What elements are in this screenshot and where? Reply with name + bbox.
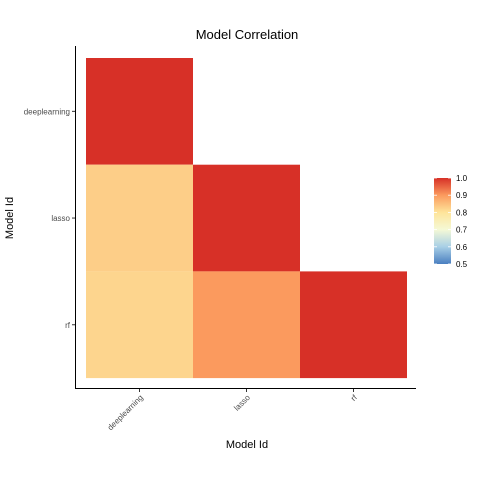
legend-tick-label: 0.6 bbox=[456, 243, 468, 252]
x-tick-label: rf bbox=[349, 393, 359, 403]
legend-tick-label: 0.8 bbox=[456, 208, 468, 217]
y-axis-ticks: deeplearning lasso rf bbox=[24, 107, 75, 330]
heatmap-cell-lasso-rf bbox=[193, 271, 300, 379]
x-axis-title: Model Id bbox=[226, 439, 268, 451]
x-tick-label: deeplearning bbox=[106, 393, 145, 432]
heatmap-cell-rf-rf bbox=[300, 271, 407, 379]
y-tick-label: lasso bbox=[51, 214, 70, 223]
legend-ticks: 0.5 0.6 0.7 0.8 0.9 1.0 bbox=[434, 174, 468, 269]
heatmap-cell-deeplearning-rf bbox=[86, 271, 193, 379]
color-legend: 0.5 0.6 0.7 0.8 0.9 1.0 bbox=[434, 174, 468, 269]
x-axis-ticks: deeplearning lasso rf bbox=[106, 389, 359, 432]
y-tick-label: rf bbox=[65, 321, 71, 330]
heatmap-cell-deeplearning-lasso bbox=[86, 164, 193, 272]
x-tick-label: lasso bbox=[232, 393, 252, 413]
heatmap-cells bbox=[86, 58, 407, 379]
heatmap-cell-lasso-lasso bbox=[193, 164, 300, 272]
heatmap-cell-deeplearning-deeplearning bbox=[86, 58, 193, 165]
legend-tick-label: 1.0 bbox=[456, 174, 468, 183]
legend-colorbar bbox=[434, 178, 451, 264]
y-axis-title: Model Id bbox=[4, 197, 16, 239]
legend-tick-label: 0.9 bbox=[456, 191, 468, 200]
chart-title: Model Correlation bbox=[196, 27, 299, 42]
legend-tick-label: 0.5 bbox=[456, 260, 468, 269]
legend-tick-label: 0.7 bbox=[456, 226, 468, 235]
y-tick-label: deeplearning bbox=[24, 107, 70, 116]
